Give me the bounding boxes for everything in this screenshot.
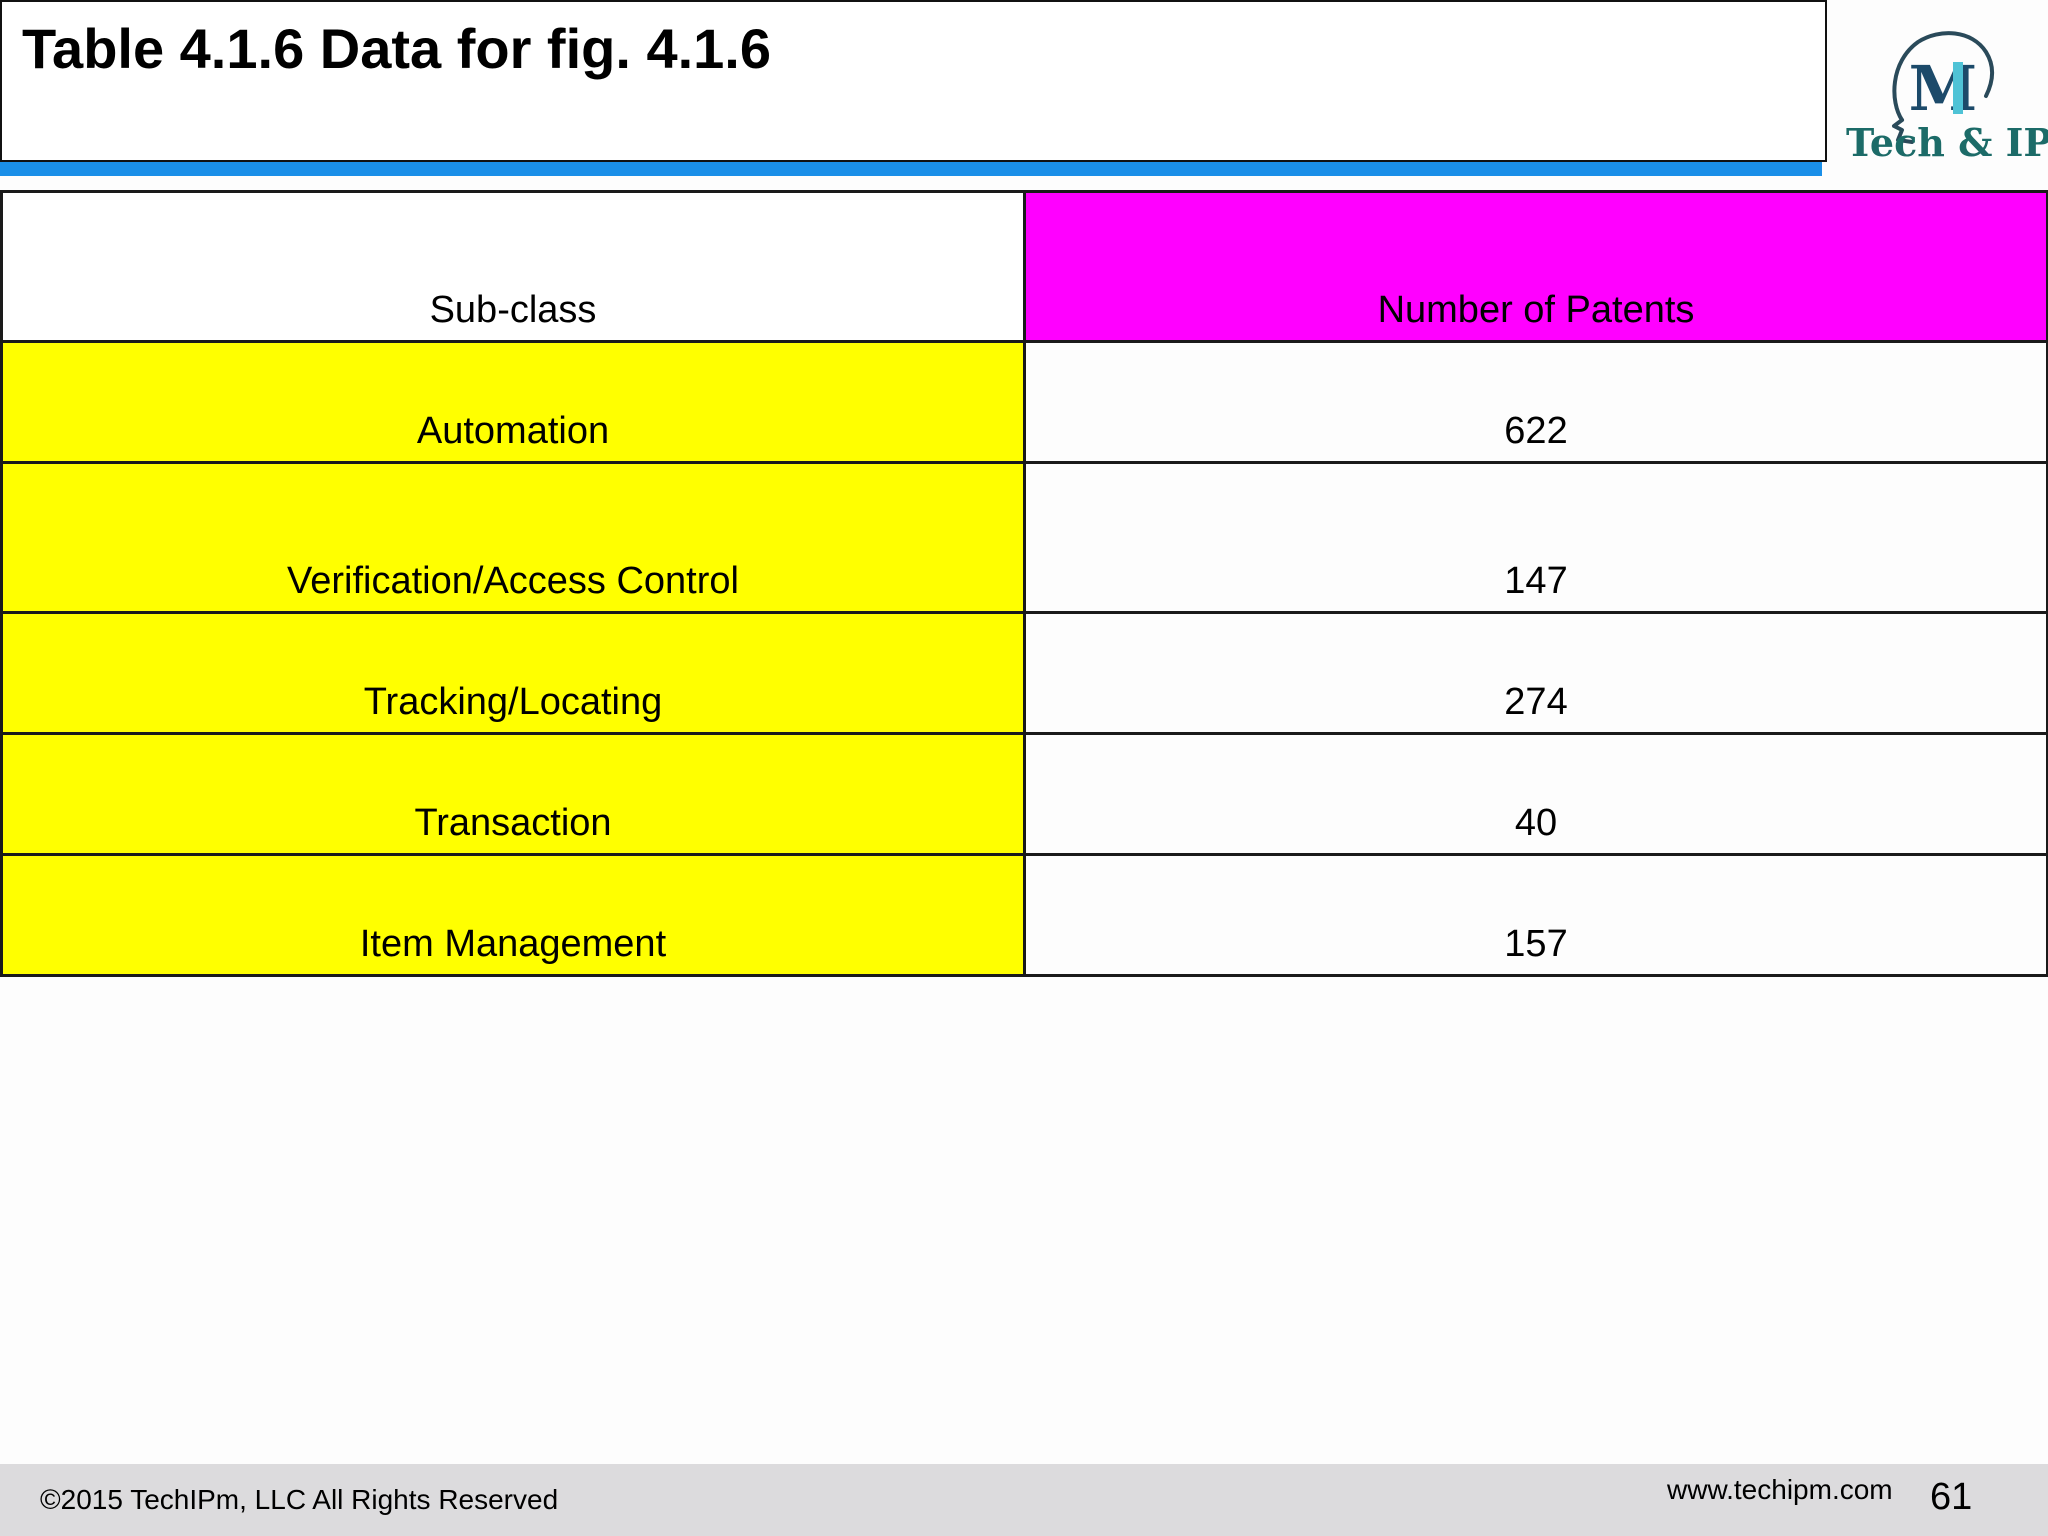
table-row: Automation 622 bbox=[0, 340, 2048, 464]
table-header-row: Sub-class Number of Patents bbox=[0, 190, 2048, 343]
table-row: Transaction 40 bbox=[0, 732, 2048, 856]
footer-website-link[interactable]: www.techipm.com bbox=[1667, 1474, 1893, 1505]
patents-table: Sub-class Number of Patents Automation 6… bbox=[0, 190, 2048, 977]
slide-title: Table 4.1.6 Data for fig. 4.1.6 bbox=[22, 17, 771, 80]
header-number-of-patents: Number of Patents bbox=[1023, 190, 2048, 343]
title-box: Table 4.1.6 Data for fig. 4.1.6 bbox=[0, 0, 1827, 162]
page-number: 61 bbox=[1930, 1476, 1973, 1518]
table-row: Tracking/Locating 274 bbox=[0, 611, 2048, 735]
count-cell: 622 bbox=[1023, 340, 2048, 464]
logo-monogram: M bbox=[1909, 52, 1978, 125]
head-profile-icon: M bbox=[1892, 31, 1994, 144]
subclass-cell: Verification/Access Control bbox=[0, 461, 1026, 614]
logo-text: Tech & IP bbox=[1846, 120, 2048, 165]
footer: ©2015 TechIPm, LLC All Rights Reserved w… bbox=[0, 1464, 2048, 1536]
accent-bar bbox=[0, 162, 1822, 176]
count-cell: 147 bbox=[1023, 461, 2048, 614]
header-subclass: Sub-class bbox=[0, 190, 1026, 343]
subclass-cell: Transaction bbox=[0, 732, 1026, 856]
subclass-cell: Tracking/Locating bbox=[0, 611, 1026, 735]
table-row: Verification/Access Control 147 bbox=[0, 461, 2048, 614]
subclass-cell: Item Management bbox=[0, 853, 1026, 977]
count-cell: 40 bbox=[1023, 732, 2048, 856]
count-cell: 274 bbox=[1023, 611, 2048, 735]
count-cell: 157 bbox=[1023, 853, 2048, 977]
subclass-cell: Automation bbox=[0, 340, 1026, 464]
footer-copyright: ©2015 TechIPm, LLC All Rights Reserved bbox=[40, 1484, 559, 1515]
table-row: Item Management 157 bbox=[0, 853, 2048, 977]
